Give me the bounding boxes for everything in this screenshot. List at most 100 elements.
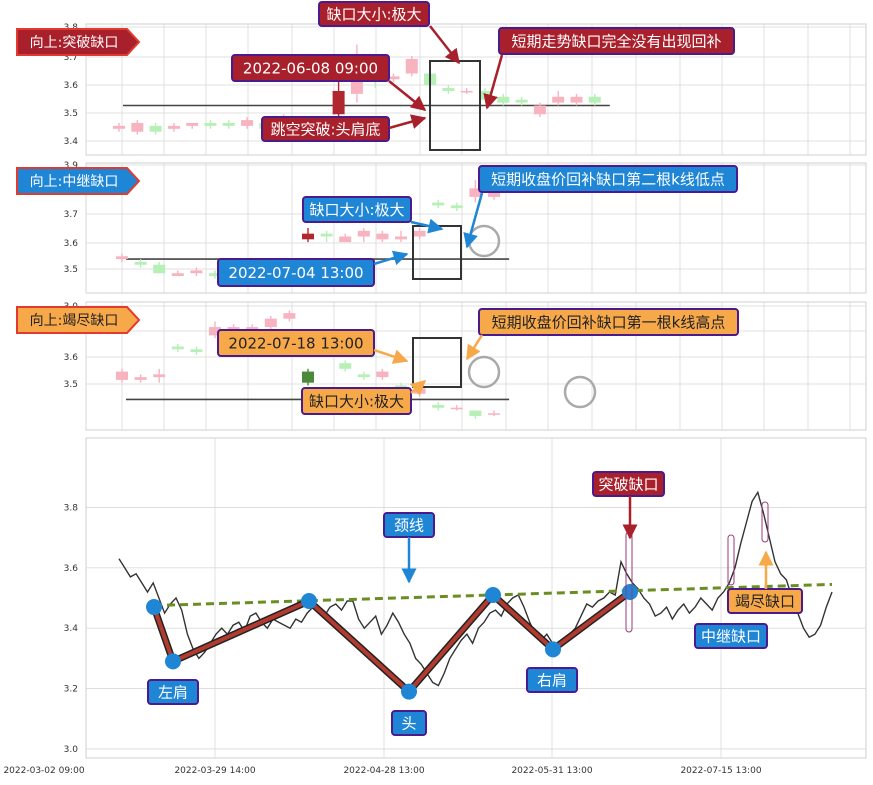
- y-tick-label: 3.4: [64, 137, 79, 147]
- x-tick-label: 2022-05-31 13:00: [511, 766, 592, 776]
- panel-title-breakaway: 向上:突破缺口: [30, 35, 119, 51]
- callout-gap-size: 缺口大小:极大: [309, 201, 404, 219]
- callout-no-fill: 短期走势缺口完全没有出现回补: [511, 32, 721, 50]
- candle-body: [488, 191, 500, 197]
- callout-gap-size: 缺口大小:极大: [326, 5, 421, 23]
- candle-body: [116, 256, 128, 260]
- y-tick-label: 3.9: [64, 161, 79, 171]
- label-exhaustion: 竭尽缺口: [735, 592, 795, 610]
- y-tick-label: 3.5: [64, 380, 78, 390]
- price-line: [118, 490, 833, 687]
- callout-pattern-box: [261, 116, 390, 142]
- callout-arrow: [465, 334, 484, 361]
- callout-date-box: [217, 258, 375, 287]
- candle-body: [134, 377, 147, 380]
- callout-arrow: [409, 380, 427, 396]
- pattern-marker: [622, 583, 638, 600]
- label-left-shoulder: 左肩: [158, 683, 188, 701]
- candle-body: [552, 96, 565, 103]
- candle-body: [113, 125, 125, 129]
- candle-body: [488, 413, 500, 415]
- callout-fill-rule-box: [478, 165, 738, 193]
- pattern-marker: [146, 599, 162, 616]
- y-tick-label: 3.5: [64, 109, 78, 119]
- gap-fill-circle: [563, 375, 597, 409]
- candle-body: [131, 122, 144, 132]
- y-tick-label: 3.6: [64, 564, 79, 574]
- candle-body: [432, 202, 445, 206]
- pattern-marker: [301, 593, 317, 610]
- y-tick-label: 3.2: [64, 685, 78, 695]
- candle-body: [376, 371, 389, 378]
- callout-arrow: [388, 114, 427, 130]
- candle-body: [134, 261, 147, 265]
- callout-fill-rule-box: [478, 308, 739, 336]
- candle-body: [332, 90, 345, 115]
- y-tick-label: 3.7: [64, 53, 78, 63]
- y-tick-label: 3.7: [64, 210, 78, 220]
- candle-body: [450, 407, 463, 410]
- callout-arrow: [483, 54, 504, 110]
- candle-body: [302, 233, 314, 240]
- candle-body: [442, 88, 455, 91]
- candle-body: [469, 410, 482, 417]
- panel-title-runaway-arrow: [16, 167, 141, 195]
- label-breakaway: 突破缺口: [598, 475, 658, 493]
- x-tick-label: 2022-03-02 09:00: [3, 766, 84, 776]
- candle-body: [588, 96, 601, 103]
- gap-candle-marker: [761, 501, 769, 543]
- candle-body: [570, 96, 583, 103]
- candle-body: [167, 125, 180, 129]
- callout-gap-size: 缺口大小:极大: [309, 392, 404, 410]
- gap-fill-circle: [467, 355, 501, 389]
- callout-date: 2022-07-04 13:00: [228, 264, 363, 282]
- pattern-marker: [165, 653, 181, 670]
- callout-date: 2022-07-18 13:00: [228, 334, 363, 352]
- candle-body: [209, 327, 221, 336]
- label-runaway-box: [694, 623, 768, 649]
- candle-body: [432, 404, 445, 408]
- y-tick-label: 3.6: [64, 239, 79, 249]
- y-tick-label: 3.4: [64, 624, 79, 634]
- candle-body: [241, 120, 254, 126]
- callout-arrow: [410, 218, 444, 234]
- gap-candle-marker: [727, 534, 735, 586]
- panel-title-runaway: 向上:中继缺口: [30, 174, 119, 190]
- callout-pattern: 跳空突破:头肩底: [270, 120, 380, 138]
- panel-title-exhaustion-arrow: [16, 306, 141, 334]
- callout-arrow: [388, 80, 427, 111]
- main-frame: [85, 437, 867, 759]
- candle-body: [357, 374, 370, 378]
- candle-body: [116, 371, 128, 380]
- candle-body: [264, 318, 277, 328]
- label-head: 头: [401, 714, 416, 732]
- callout-arrow: [373, 250, 409, 266]
- candle-body: [153, 264, 166, 274]
- panel-frame: [85, 23, 867, 156]
- candle-body: [497, 96, 510, 103]
- y-tick-label: 3.6: [64, 81, 79, 91]
- label-runaway: 中继缺口: [701, 627, 761, 645]
- candle-body: [209, 273, 221, 277]
- candle-body: [413, 230, 426, 237]
- callout-arrow: [463, 192, 484, 249]
- x-tick-label: 2022-07-15 13:00: [680, 766, 761, 776]
- callout-no-fill-box: [498, 27, 735, 55]
- candle-body: [450, 205, 463, 209]
- pattern-marker: [485, 586, 501, 603]
- candle-body: [339, 363, 352, 369]
- label-breakaway-box: [592, 471, 665, 497]
- candle-body: [515, 99, 528, 103]
- label-right-shoulder-box: [526, 667, 578, 693]
- pattern-marker: [545, 641, 561, 658]
- candle-body: [246, 327, 259, 330]
- candle-body: [283, 313, 296, 319]
- y-tick-label: 3.5: [64, 265, 78, 275]
- candle-body: [460, 90, 473, 93]
- callout-arrow: [429, 25, 460, 65]
- callout-date-box: [217, 329, 375, 357]
- callout-fill-rule: 短期收盘价回补缺口第二根k线低点: [491, 170, 725, 188]
- candle-body: [320, 233, 333, 237]
